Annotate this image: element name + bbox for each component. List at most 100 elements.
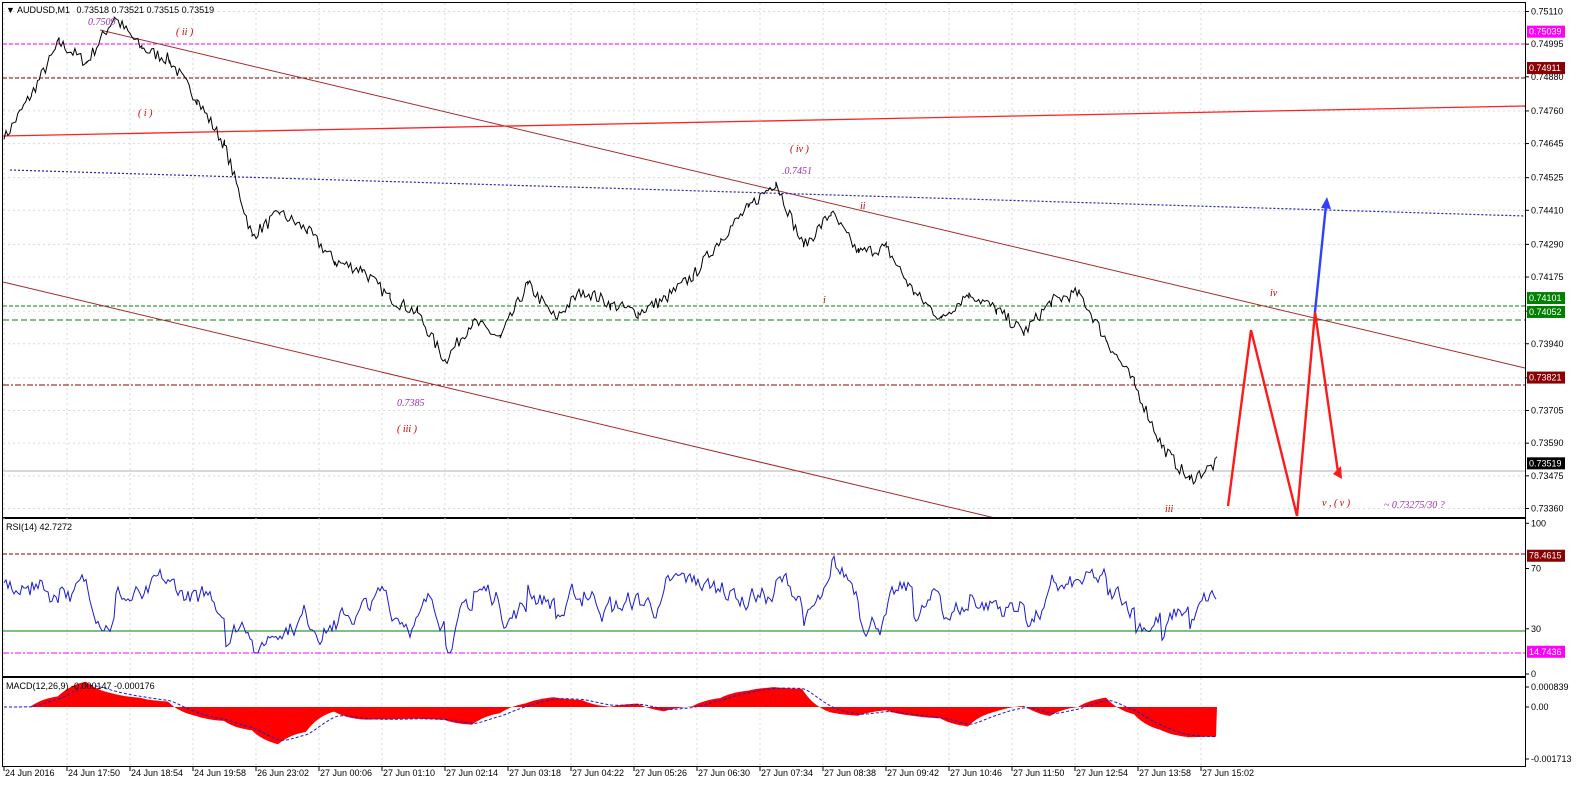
price-tick-label: 0.73705 (1531, 406, 1564, 416)
time-tick-label: 24 Jun 19:58 (194, 768, 246, 778)
time-tick-label: 26 Jun 23:02 (257, 768, 309, 778)
price-series-line (3, 16, 1218, 486)
price-tag-box (1527, 292, 1565, 305)
time-tick-label: 27 Jun 07:34 (761, 768, 813, 778)
time-tick-label: 24 Jun 18:54 (131, 768, 183, 778)
time-tick-label: 27 Jun 12:54 (1076, 768, 1128, 778)
price-tag-box (1527, 549, 1565, 562)
annotation-target: ~ 0.73275/30 ? (1384, 500, 1445, 511)
rsi-title: RSI(14) 42.7272 (6, 522, 72, 532)
rsi-drawings (3, 553, 1525, 654)
red-projection-path (1226, 311, 1340, 517)
price-tick-label: 0.74995 (1531, 39, 1564, 49)
annotation-0-7451: .0.7451 (782, 166, 812, 177)
annotation-wave-iv-minor: iv (1270, 288, 1278, 299)
symbol-label: AUDUSD,M1 (16, 5, 70, 15)
time-tick-label: 24 Jun 17:50 (68, 768, 120, 778)
red-trend-line (3, 105, 1525, 137)
projection-arrows (1226, 197, 1342, 517)
rsi-tick-label: 30 (1531, 624, 1541, 634)
time-tick-label: 27 Jun 10:46 (950, 768, 1002, 778)
price-tag-box (1527, 305, 1565, 318)
price-tag-label: 0.74052 (1529, 307, 1562, 317)
time-axis[interactable]: 24 Jun 2016 24 Jun 17:50 24 Jun 18:54 24 Ju… (3, 766, 1254, 778)
price-tag-label: 0.73519 (1529, 458, 1562, 468)
blue-dotted-line (9, 169, 1525, 217)
price-tick-label: 0.74410 (1531, 205, 1564, 215)
wave-annotations: 0.7509 ( ii ) ( i ) ( iv ) .0.7451 ii i … (88, 17, 1445, 515)
rsi-tick-label: 0 (1531, 669, 1536, 679)
macd-signal-line (4, 684, 1216, 741)
macd-tick-label: 0.000839 (1531, 682, 1569, 692)
macd-title: MACD(12,26,9) -0.000147 -0.000176 (6, 681, 155, 691)
time-tick-label: 27 Jun 02:14 (446, 768, 498, 778)
ohlc-label: 0.73518 0.73521 0.73515 0.73519 (76, 5, 215, 15)
price-tick-label: 0.73590 (1531, 438, 1564, 448)
blue-arrow-head (1321, 197, 1331, 209)
price-tag-box (1527, 371, 1565, 384)
price-tag-box (1527, 457, 1565, 470)
macd-label: MACD(12,26,9) -0.000147 -0.000176 (6, 681, 155, 691)
price-tag-label: 14.7436 (1529, 647, 1562, 657)
price-tags: 0.75039 0.74911 0.74101 0.74052 0.73821 0.735… (1527, 25, 1565, 658)
time-tick-label: 27 Jun 15:02 (1202, 768, 1254, 778)
annotation-wave-iv-major: ( iv ) (790, 144, 810, 155)
rsi-axis[interactable]: 100 70 30 0 (1525, 518, 1546, 679)
rsi-label: RSI(14) 42.7272 (6, 522, 73, 532)
symbol-title: ▼ AUDUSD,M1 0.73518 0.73521 0.73515 0.73… (6, 5, 214, 15)
price-tag-label: 0.74911 (1529, 63, 1561, 73)
price-tag-box (1527, 25, 1565, 38)
macd-tick-label: -0.001713 (1531, 754, 1572, 764)
time-tick-label: 27 Jun 00:06 (320, 768, 372, 778)
price-tick-label: 0.74290 (1531, 239, 1564, 249)
price-tick-label: 0.74760 (1531, 106, 1564, 116)
time-tick-label: 27 Jun 01:10 (383, 768, 435, 778)
price-tick-label: 0.74175 (1531, 272, 1564, 282)
price-tick-label: 0.74525 (1531, 173, 1564, 183)
price-tag-box (1527, 62, 1565, 75)
macd-tick-label: 0.00 (1531, 702, 1549, 712)
annotation-0-7385: 0.7385 (397, 398, 425, 409)
time-tick-label: 27 Jun 05:26 (635, 768, 687, 778)
time-tick-label: 27 Jun 03:18 (509, 768, 561, 778)
main-grid (3, 11, 1525, 509)
blue-projection-path (1313, 204, 1328, 313)
price-tag-label: 78.4615 (1529, 551, 1562, 561)
annotation-wave-i-minor: i (823, 295, 826, 306)
price-tick-label: 0.74880 (1531, 72, 1564, 82)
price-tick-label: 0.75110 (1531, 7, 1563, 17)
time-tick-label: 27 Jun 06:30 (698, 768, 750, 778)
time-tick-label: 27 Jun 09:42 (887, 768, 939, 778)
rsi-tick-label: 100 (1531, 518, 1546, 528)
main-pane[interactable] (2, 2, 1526, 518)
annotation-wave-ii-major: ( ii ) (176, 27, 194, 38)
price-tag-label: 0.74101 (1529, 293, 1562, 303)
annotation-wave-i-major: ( i ) (138, 108, 153, 119)
price-axis[interactable]: 0.75110 0.74995 0.74880 0.74760 0.74645 0.745… (1525, 7, 1564, 514)
time-tick-label: 27 Jun 08:38 (824, 768, 876, 778)
price-tick-label: 0.73940 (1531, 339, 1564, 349)
annotation-0-7509: 0.7509 (88, 17, 116, 28)
macd-axis[interactable]: 0.000839 0.00 -0.001713 (1525, 682, 1572, 764)
dropdown-triangle-icon[interactable]: ▼ (6, 5, 15, 15)
price-tag-label: 0.73821 (1529, 373, 1562, 383)
macd-drawings (4, 681, 1217, 745)
time-tick-label: 24 Jun 2016 (5, 768, 55, 778)
time-tick-label: 27 Jun 13:58 (1139, 768, 1191, 778)
annotation-wave-ii-minor: ii (860, 201, 866, 212)
annotation-wave-iii-minor: iii (1165, 504, 1174, 515)
rsi-line (3, 554, 1217, 654)
main-drawings (3, 29, 1525, 517)
channel-upper-line (99, 29, 1525, 369)
time-tick-label: 27 Jun 11:50 (1013, 768, 1064, 778)
red-arrow-head (1333, 466, 1342, 479)
macd-histogram (4, 681, 1217, 745)
price-tick-label: 0.74645 (1531, 139, 1564, 149)
annotation-wave-iii-major: ( iii ) (397, 424, 418, 435)
rsi-tick-label: 70 (1531, 563, 1541, 573)
price-tick-label: 0.73475 (1531, 471, 1564, 481)
price-tick-label: 0.73360 (1531, 503, 1564, 513)
time-tick-label: 27 Jun 04:22 (572, 768, 624, 778)
price-tag-label: 0.75039 (1529, 27, 1562, 37)
annotation-wave-v: v , ( v ) (1322, 498, 1351, 509)
